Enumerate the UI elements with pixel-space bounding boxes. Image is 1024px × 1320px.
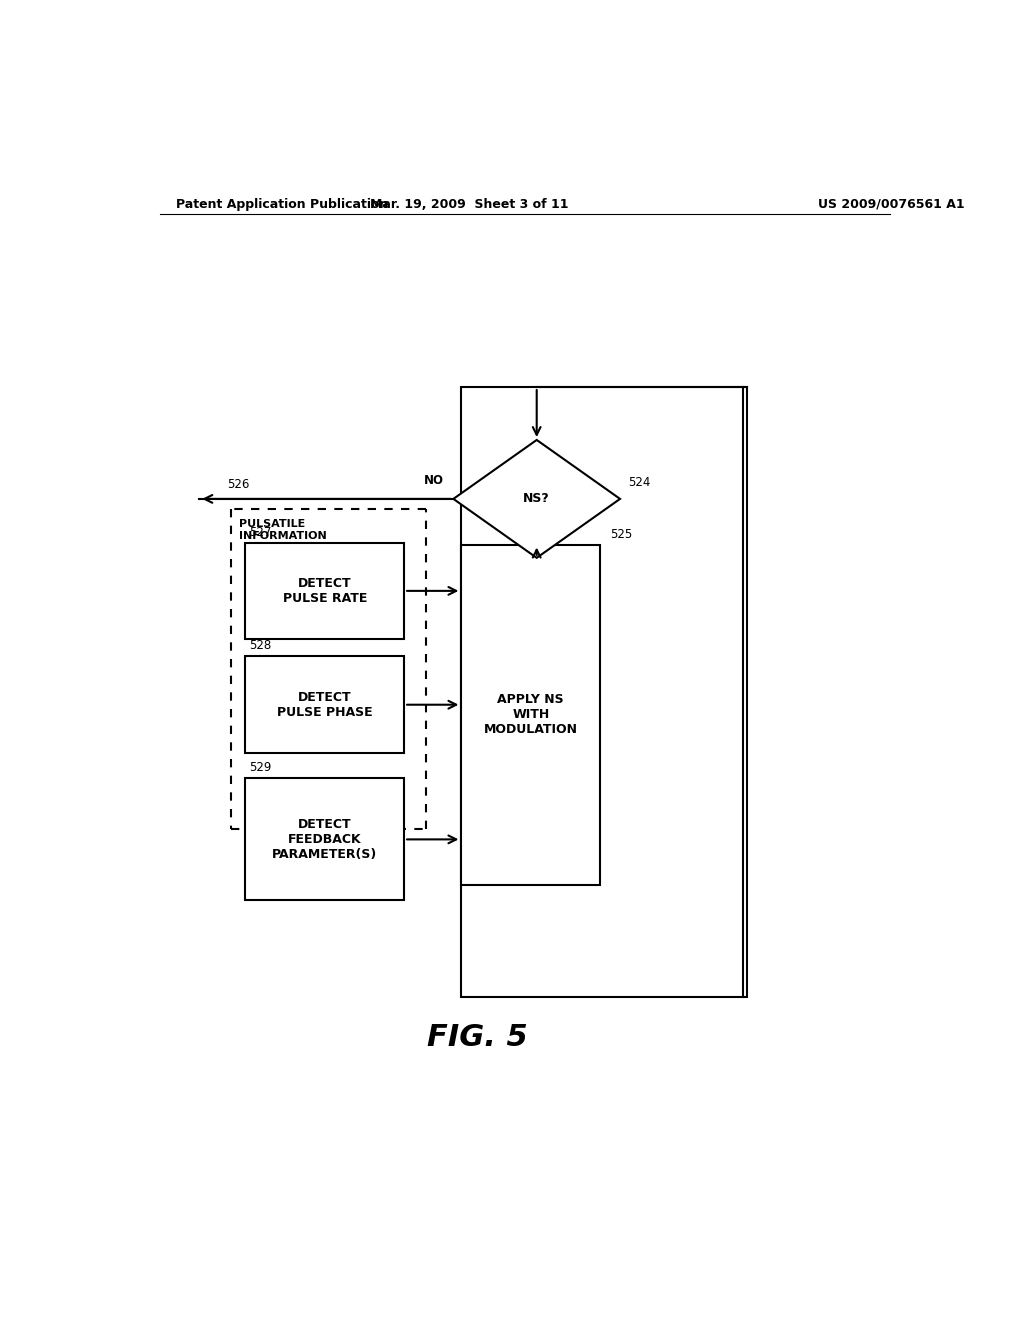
Polygon shape bbox=[454, 440, 620, 558]
FancyBboxPatch shape bbox=[246, 656, 404, 752]
Text: US 2009/0076561 A1: US 2009/0076561 A1 bbox=[818, 198, 965, 211]
FancyBboxPatch shape bbox=[246, 543, 404, 639]
Text: DETECT
PULSE RATE: DETECT PULSE RATE bbox=[283, 577, 367, 605]
Text: NO: NO bbox=[424, 474, 443, 487]
Text: FIG. 5: FIG. 5 bbox=[427, 1023, 527, 1052]
FancyBboxPatch shape bbox=[246, 779, 404, 900]
Text: DETECT
PULSE PHASE: DETECT PULSE PHASE bbox=[278, 690, 373, 718]
Text: 524: 524 bbox=[628, 475, 650, 488]
Text: 529: 529 bbox=[250, 762, 271, 775]
Text: APPLY NS
WITH
MODULATION: APPLY NS WITH MODULATION bbox=[483, 693, 578, 737]
Text: Mar. 19, 2009  Sheet 3 of 11: Mar. 19, 2009 Sheet 3 of 11 bbox=[370, 198, 568, 211]
Text: NS?: NS? bbox=[523, 492, 550, 506]
Text: 528: 528 bbox=[250, 639, 271, 652]
Text: Patent Application Publication: Patent Application Publication bbox=[176, 198, 388, 211]
Text: 525: 525 bbox=[609, 528, 632, 541]
Text: 527: 527 bbox=[250, 525, 271, 539]
FancyBboxPatch shape bbox=[461, 387, 748, 997]
Text: DETECT
FEEDBACK
PARAMETER(S): DETECT FEEDBACK PARAMETER(S) bbox=[272, 818, 378, 861]
FancyBboxPatch shape bbox=[461, 545, 600, 886]
Text: 526: 526 bbox=[227, 478, 250, 491]
Text: PULSATILE
INFORMATION: PULSATILE INFORMATION bbox=[240, 519, 327, 541]
Text: YES: YES bbox=[497, 566, 521, 579]
